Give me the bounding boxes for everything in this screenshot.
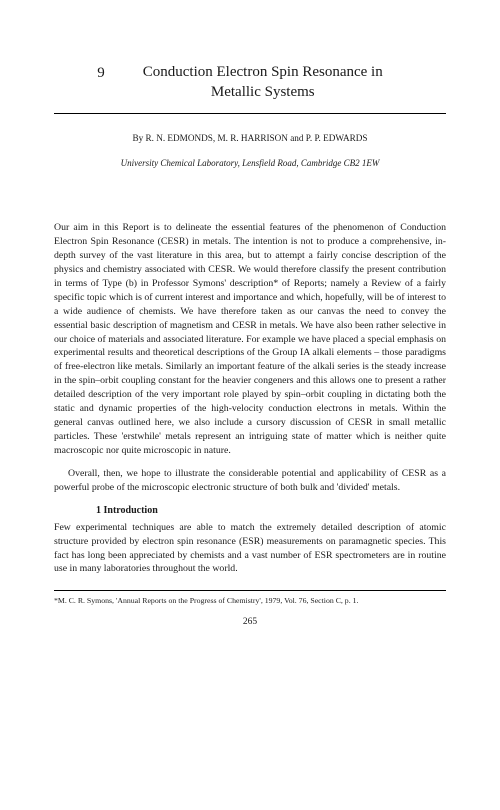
paragraph-3: Few experimental techniques are able to …: [54, 521, 446, 577]
section-1-heading: 1 Introduction: [96, 504, 446, 518]
header-divider: [54, 113, 446, 114]
footnote-text: *M. C. R. Symons, 'Annual Reports on the…: [54, 595, 446, 606]
paragraph-2: Overall, then, we hope to illustrate the…: [54, 467, 446, 495]
chapter-header: 9 Conduction Electron Spin Resonance in …: [54, 62, 446, 103]
chapter-title: Conduction Electron Spin Resonance in Me…: [123, 62, 403, 103]
affiliation: University Chemical Laboratory, Lensfiel…: [54, 157, 446, 170]
chapter-number: 9: [97, 62, 105, 84]
paragraph-1: Our aim in this Report is to delineate t…: [54, 221, 446, 457]
page-number: 265: [54, 616, 446, 629]
authors-line: By R. N. EDMONDS, M. R. HARRISON and P. …: [54, 132, 446, 145]
footnote-rule: [54, 590, 446, 591]
